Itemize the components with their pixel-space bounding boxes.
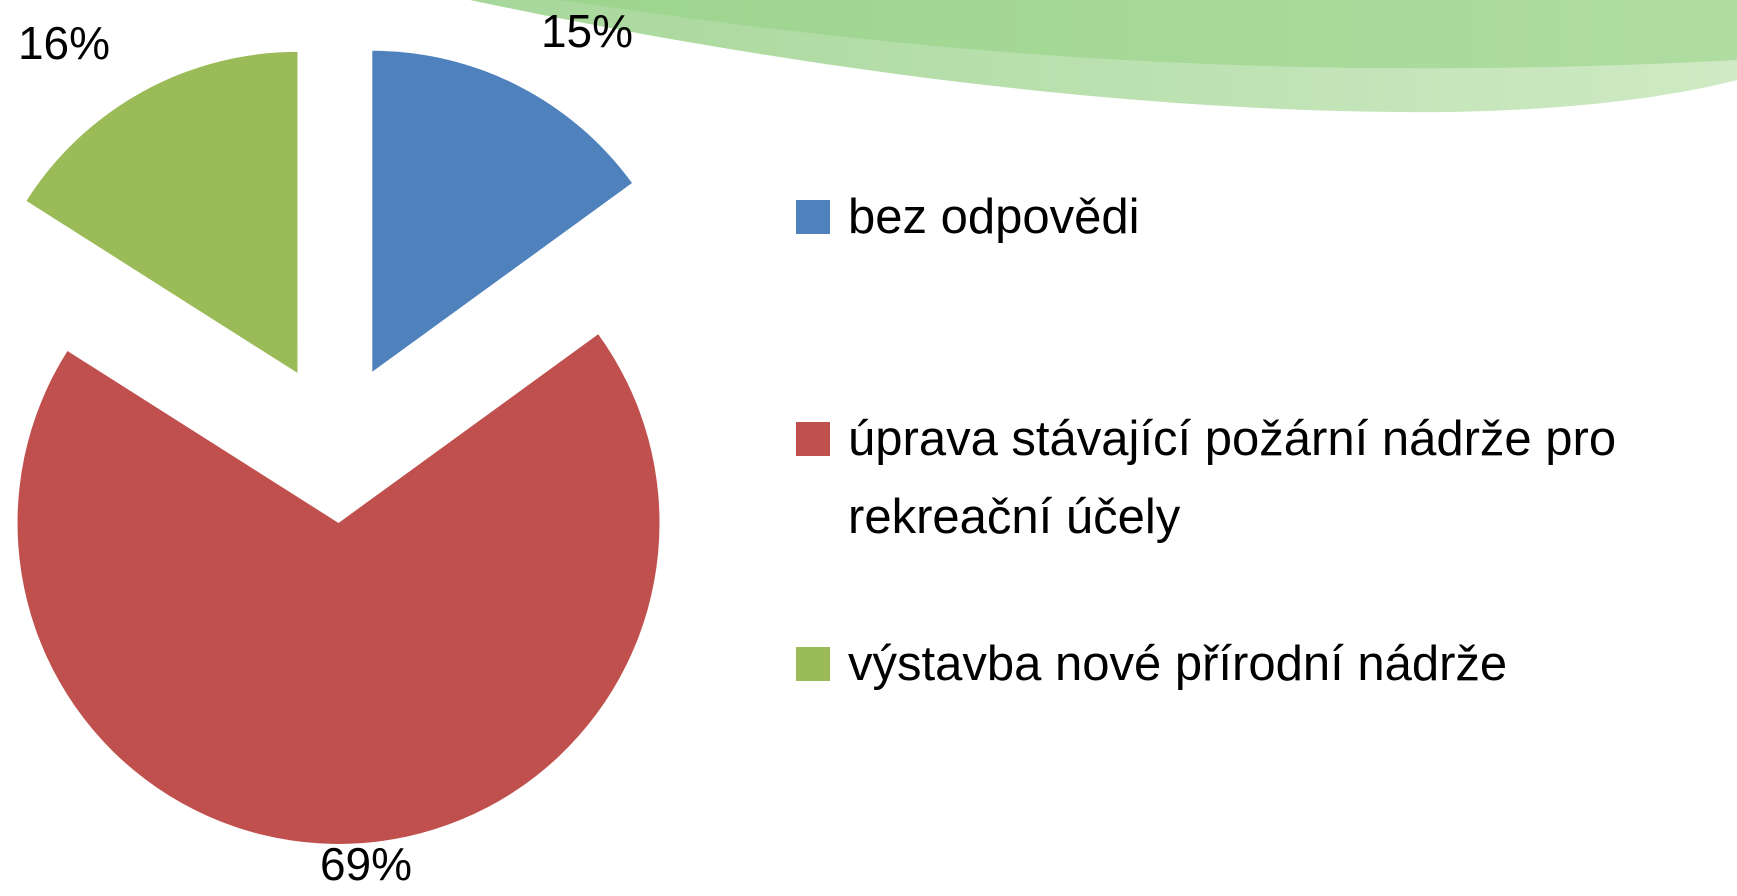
legend-label: bez odpovědi	[848, 178, 1737, 256]
legend-label: úprava stávající požární nádrže pro rekr…	[848, 400, 1737, 556]
pie-slice	[26, 52, 297, 373]
pie-slice	[372, 51, 632, 372]
pie: 15% 69% 16%	[18, 5, 660, 890]
legend-swatch	[796, 422, 830, 456]
legend-item: výstavba nové přírodní nádrže	[796, 625, 1737, 703]
legend-swatch	[796, 200, 830, 234]
page: 15% 69% 16% bez odpovědi úprava stávající p…	[0, 0, 1737, 896]
legend-label: výstavba nové přírodní nádrže	[848, 625, 1737, 703]
data-label: 16%	[18, 17, 110, 69]
pie-slice	[18, 334, 660, 844]
data-label: 69%	[320, 838, 412, 890]
legend-item: bez odpovědi	[796, 178, 1737, 256]
legend-item: úprava stávající požární nádrže pro rekr…	[796, 400, 1737, 556]
legend-swatch	[796, 647, 830, 681]
data-label: 15%	[541, 5, 633, 57]
